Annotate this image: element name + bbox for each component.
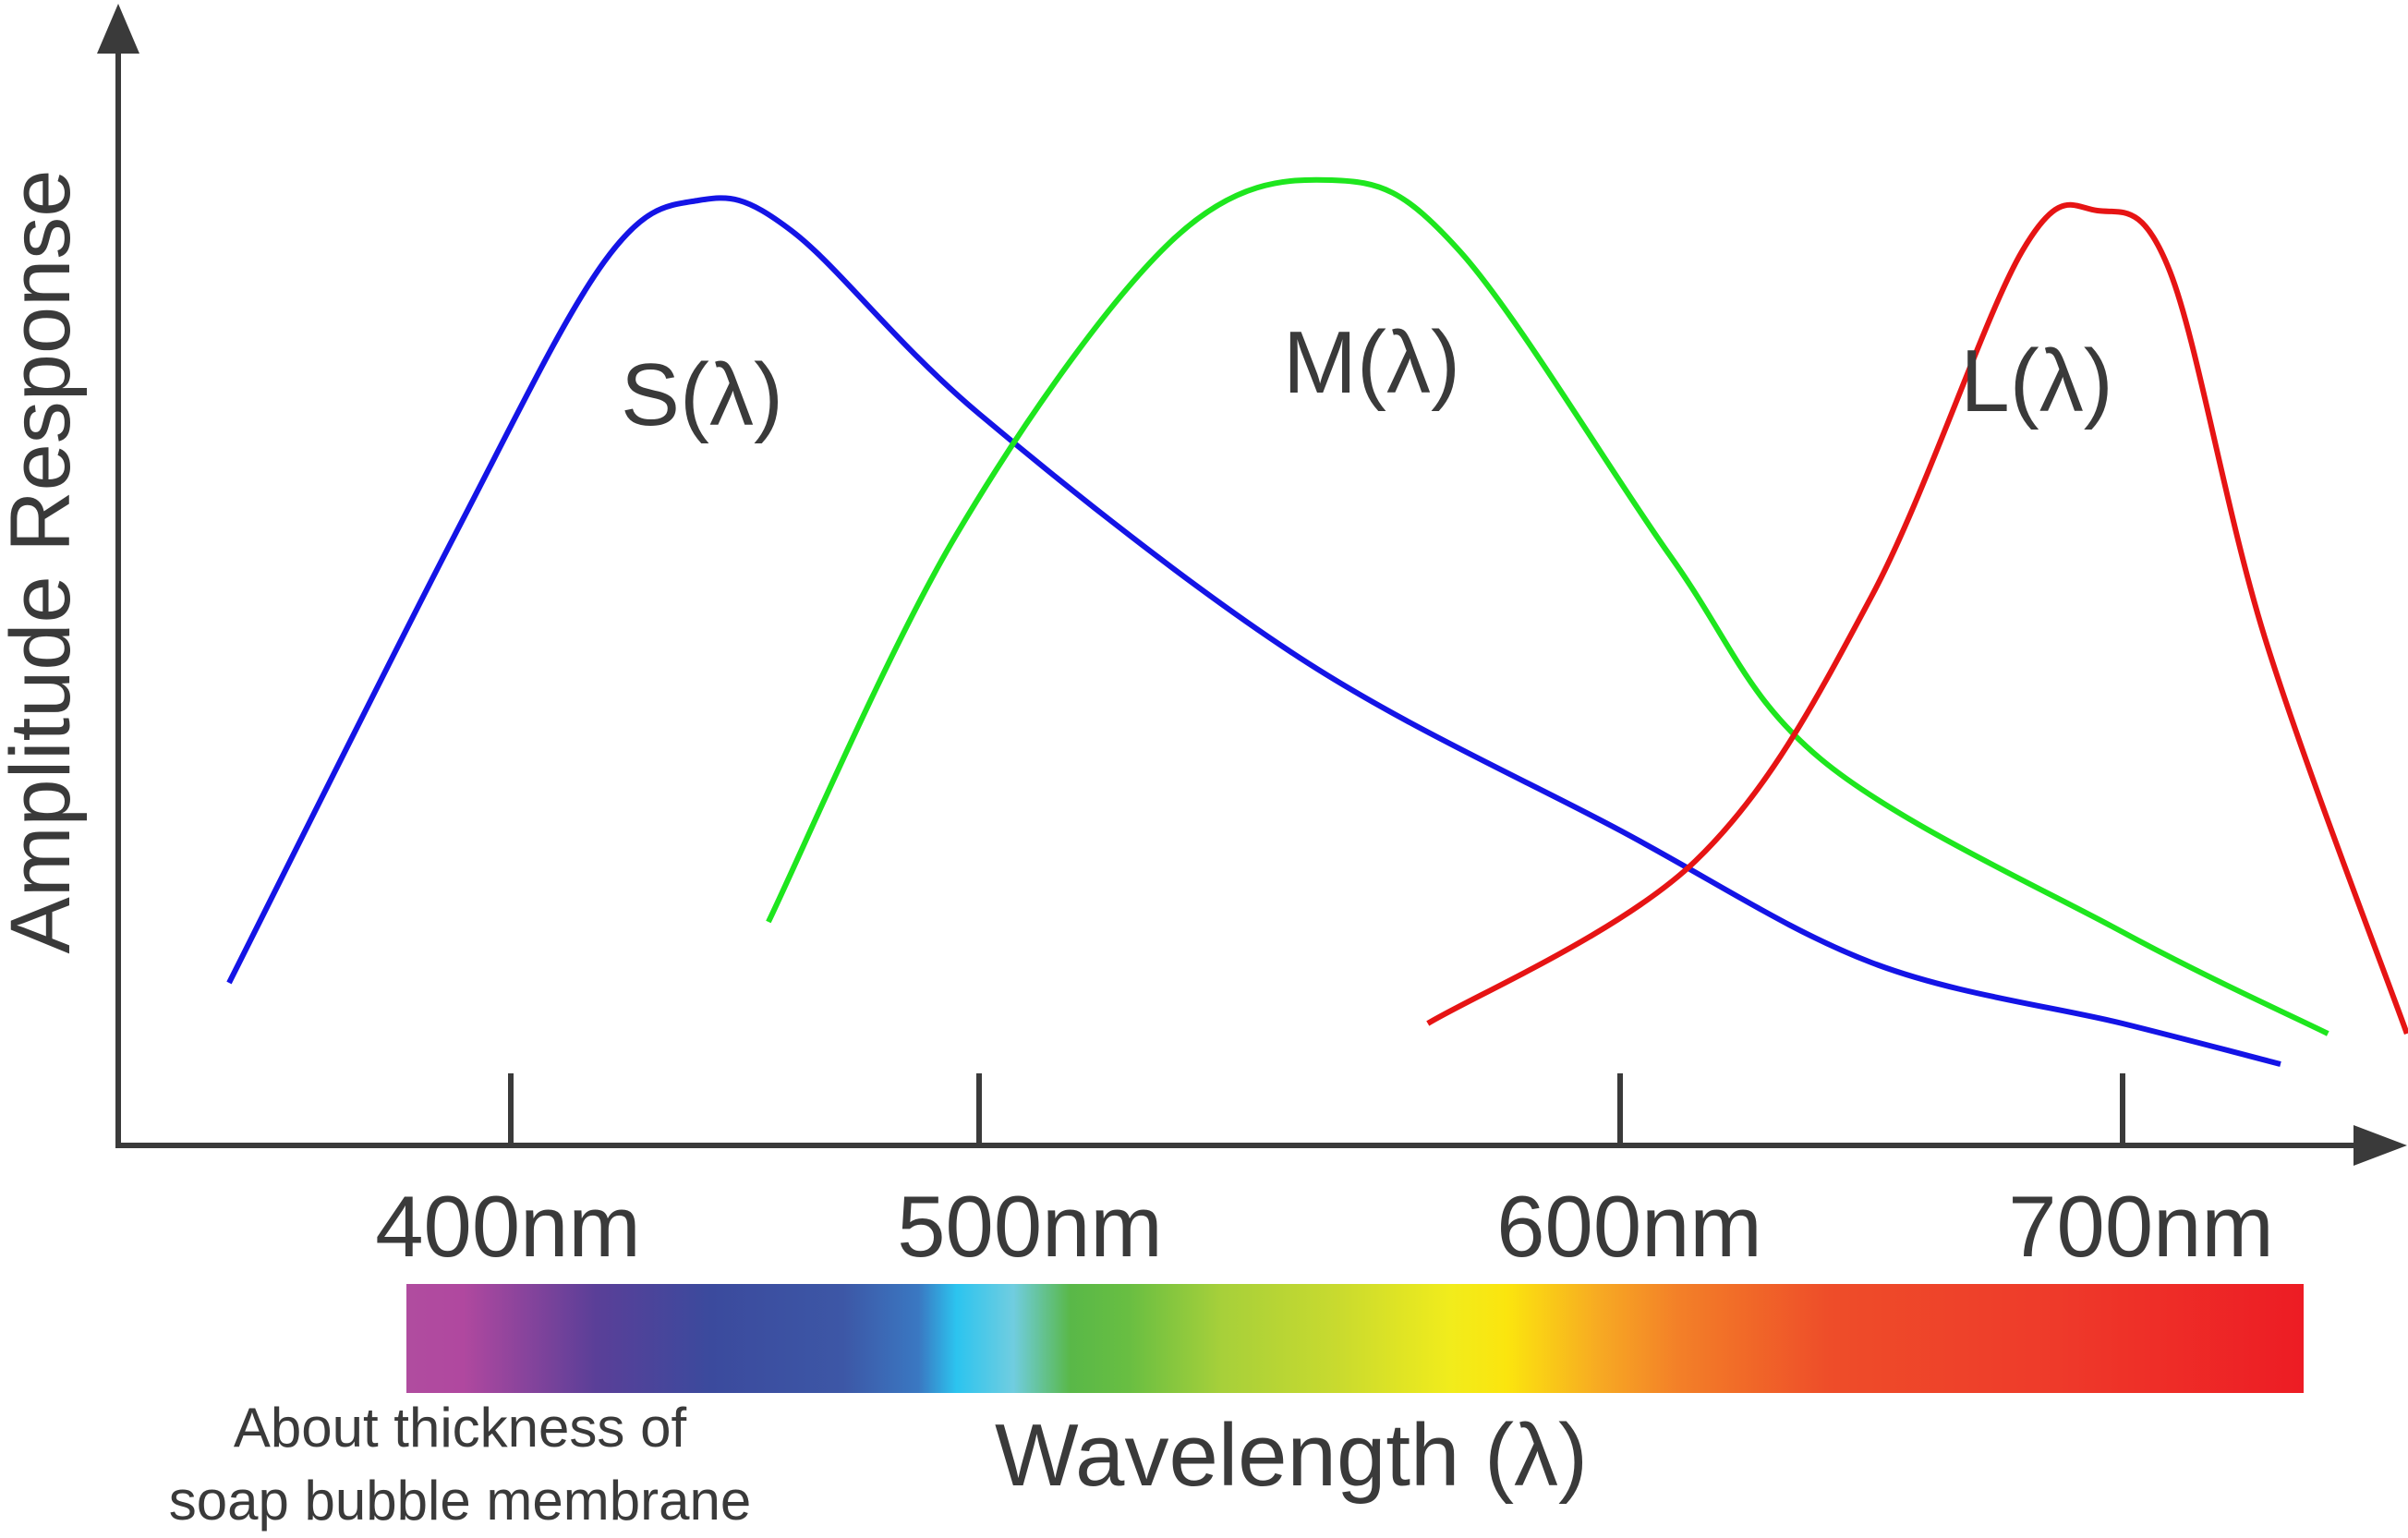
- series-line-l: [1426, 201, 2408, 1035]
- series-line-s: [226, 195, 2281, 1067]
- annotation-line-1: About thickness of: [234, 1397, 687, 1459]
- x-tick-label-600: 600nm: [1496, 1178, 1761, 1275]
- y-axis-arrow: [97, 4, 139, 54]
- series-label-s: S(λ): [621, 345, 783, 444]
- series-labels: S(λ) M(λ) L(λ): [621, 313, 2113, 444]
- x-tick-label-500: 500nm: [897, 1178, 1162, 1275]
- y-axis-label: Amplitude Response: [0, 170, 88, 954]
- series-lines: [226, 176, 2408, 1067]
- x-tick-labels: 400nm 500nm 600nm 700nm: [375, 1178, 2273, 1275]
- annotation-line-2: soap bubble membrane: [169, 1470, 751, 1532]
- x-ticks: [508, 1073, 2125, 1145]
- spectrum-bar: [406, 1284, 2304, 1393]
- axes: [97, 4, 2407, 1166]
- x-tick-label-400: 400nm: [375, 1178, 640, 1275]
- x-axis-arrow: [2354, 1125, 2407, 1166]
- series-line-m: [766, 176, 2329, 1036]
- series-label-m: M(λ): [1283, 313, 1460, 412]
- x-tick-label-700: 700nm: [2008, 1178, 2273, 1275]
- series-label-l: L(λ): [1960, 332, 2112, 430]
- x-axis-label: Wavelength (λ): [995, 1406, 1588, 1505]
